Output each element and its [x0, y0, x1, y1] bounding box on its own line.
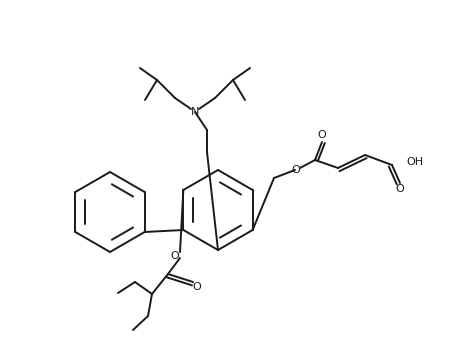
Text: O: O — [193, 282, 202, 292]
Text: OH: OH — [406, 157, 423, 167]
Text: N: N — [191, 107, 199, 117]
Text: O: O — [318, 130, 326, 140]
Text: O: O — [396, 184, 405, 194]
Text: O: O — [292, 165, 300, 175]
Text: O: O — [170, 251, 179, 261]
